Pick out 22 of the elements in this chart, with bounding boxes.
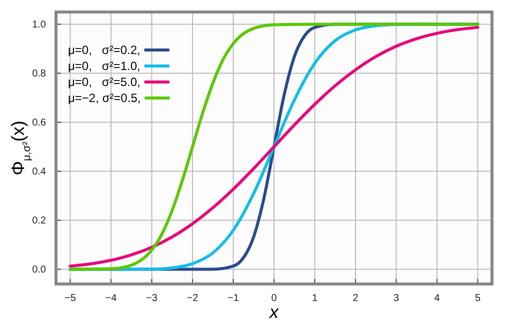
legend-label: μ=−2, σ²=0.5, (68, 91, 141, 105)
legend-label: μ=0, σ²=5.0, (68, 75, 140, 89)
x-tick-label: 2 (352, 293, 359, 304)
y-tick-label: 0.0 (32, 264, 46, 276)
y-tick-label: 0.4 (32, 166, 46, 178)
legend-label: μ=0, σ²=1.0, (68, 59, 140, 73)
y-tick-label: 1.0 (32, 19, 46, 30)
y-tick-label: 0.6 (32, 117, 46, 128)
x-tick-label: −5 (64, 293, 76, 304)
x-tick-label: 0 (271, 293, 278, 304)
y-tick-label: 0.2 (32, 215, 46, 226)
x-tick-label: −3 (146, 293, 158, 304)
x-tick-label: −1 (228, 293, 240, 304)
legend-label: μ=0, σ²=0.2, (68, 43, 140, 57)
y-tick-label: 0.8 (32, 68, 46, 80)
x-tick-label: 4 (434, 293, 440, 304)
x-tick-label: −4 (105, 293, 118, 304)
x-tick-label: 3 (393, 293, 400, 304)
x-tick-label: 5 (474, 293, 481, 304)
x-tick-label: −2 (186, 293, 199, 304)
x-axis-title: x (268, 302, 280, 322)
x-tick-label: 1 (312, 293, 318, 304)
